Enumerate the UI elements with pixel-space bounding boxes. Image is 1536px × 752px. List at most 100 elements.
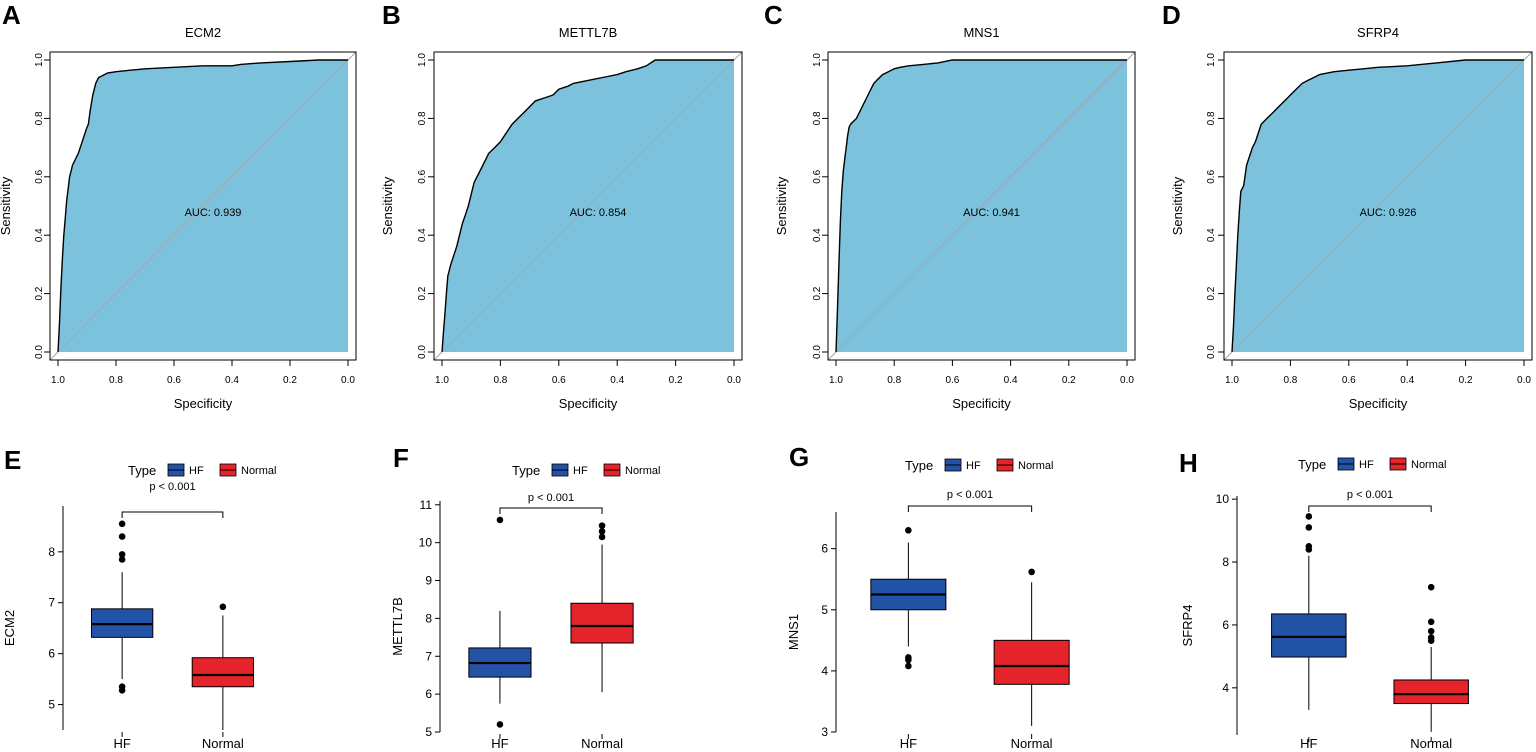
- panel-letter: A: [2, 0, 21, 30]
- y-tick-label: 0.8: [417, 111, 428, 125]
- y-axis-label: Sensitivity: [1170, 176, 1185, 235]
- p-value-label: p < 0.001: [149, 481, 195, 493]
- outlier-point: [1028, 568, 1035, 576]
- outlier-point: [1427, 627, 1435, 635]
- bracket-line: [907, 505, 1033, 512]
- panel-letter: F: [393, 443, 409, 473]
- outlier-point: [118, 533, 126, 540]
- legend: Type HF Normal: [512, 463, 660, 478]
- y-tick-label: 5: [821, 603, 828, 617]
- y-tick-label: 1.0: [34, 53, 45, 67]
- panel-letter: H: [1179, 448, 1198, 478]
- p-value-label: p < 0.001: [528, 492, 574, 504]
- box-panel-h: H Type HF Normal 4 6 8 10 SFRP4 HF Normal p < 0.001: [1179, 448, 1469, 751]
- outlier-point: [1305, 524, 1313, 531]
- y-tick-label: 0.0: [1206, 345, 1217, 359]
- auc-label: AUC: 0.939: [185, 207, 242, 219]
- x-tick-label: 0.4: [1400, 375, 1414, 386]
- plot-frame: [1223, 51, 1533, 361]
- x-tick-label: 0.4: [225, 375, 239, 386]
- panel-letter: C: [764, 0, 783, 30]
- roc-curve: [835, 59, 1127, 353]
- x-tick-label: 0.0: [727, 375, 741, 386]
- y-tick-label: 9: [425, 574, 432, 588]
- p-value-label: p < 0.001: [1347, 489, 1393, 501]
- legend-item-normal[interactable]: Normal: [219, 463, 276, 477]
- legend-label: Normal: [625, 465, 660, 477]
- reference-diagonal: [1223, 51, 1533, 361]
- outlier-point: [219, 603, 227, 611]
- y-tick-label: 0.2: [34, 286, 45, 300]
- box-iqr: [1393, 679, 1469, 705]
- roc-panel-c: C MNS1 AUC: 0.941 0.0 0.2 0.4 0.6 0.8 1.0 1.0 0.8 0…: [764, 0, 1136, 411]
- x-axis-label: Specificity: [952, 396, 1011, 411]
- legend-title: Type: [128, 463, 156, 478]
- x-axis-label: Specificity: [559, 396, 618, 411]
- x-tick-label: Normal: [1011, 736, 1053, 751]
- x-tick-label: 1.0: [829, 375, 843, 386]
- x-tick-label: Normal: [581, 736, 623, 751]
- y-axis-label: Sensitivity: [380, 176, 395, 235]
- x-tick-label: 1.0: [51, 375, 65, 386]
- y-tick-label: 1.0: [417, 53, 428, 67]
- x-tick-label: 0.2: [283, 375, 297, 386]
- legend-label: HF: [966, 460, 981, 472]
- panel-letter: G: [789, 442, 809, 472]
- chart-title: SFRP4: [1357, 25, 1399, 40]
- y-tick-label: 7: [48, 596, 55, 610]
- x-tick-label: 0.4: [610, 375, 624, 386]
- reference-diagonal: [433, 51, 743, 361]
- y-tick-label: 6: [425, 687, 432, 701]
- y-tick-label: 4: [821, 664, 828, 678]
- y-axis-label: Sensitivity: [0, 176, 13, 235]
- panel-letter: B: [382, 0, 401, 30]
- y-tick-label: 10: [1216, 492, 1230, 506]
- outlier-point: [905, 662, 912, 670]
- outlier-point: [1427, 634, 1435, 641]
- x-axis-label: Specificity: [1349, 396, 1408, 411]
- panel-letter: E: [4, 445, 21, 475]
- bracket-line: [1308, 505, 1432, 512]
- legend-label: Normal: [1018, 460, 1053, 472]
- x-tick-label: 0.0: [1120, 375, 1134, 386]
- outlier-point: [496, 721, 504, 728]
- y-tick-label: 0.2: [812, 286, 823, 300]
- y-tick-label: 0.8: [1206, 111, 1217, 125]
- outlier-point: [1427, 618, 1435, 626]
- y-tick-label: 0.6: [812, 169, 823, 183]
- outlier-point: [118, 520, 126, 528]
- y-tick-label: 6: [1222, 618, 1229, 632]
- legend-item-hf[interactable]: HF: [551, 463, 588, 477]
- box-panel-g: G Type HF Normal 3 4 5 6 MNS1 HF Normal p < 0.001: [786, 442, 1070, 751]
- box-normal: [570, 522, 634, 693]
- legend-item-normal[interactable]: Normal: [603, 463, 660, 477]
- outlier-point: [905, 527, 912, 534]
- legend-label: HF: [573, 465, 588, 477]
- plot-frame: [827, 51, 1136, 361]
- legend-item-hf[interactable]: HF: [944, 458, 981, 472]
- plot-frame: [49, 51, 357, 361]
- legend-item-hf[interactable]: HF: [167, 463, 204, 477]
- legend-title: Type: [1298, 457, 1326, 472]
- outlier-point: [118, 556, 126, 563]
- y-tick-label: 0.4: [417, 228, 428, 242]
- legend-item-normal[interactable]: Normal: [996, 458, 1053, 472]
- y-tick-label: 1.0: [1206, 53, 1217, 67]
- chart-title: ECM2: [185, 25, 221, 40]
- box-iqr: [191, 657, 255, 688]
- box-iqr: [993, 639, 1070, 685]
- x-tick-label: 0.4: [1004, 375, 1018, 386]
- legend-item-normal[interactable]: Normal: [1389, 457, 1446, 471]
- roc-panel-b: B METTL7B AUC: 0.854 0.0 0.2 0.4 0.6 0.8 1.0 1.0 0…: [380, 0, 743, 411]
- y-tick-label: 0.0: [812, 345, 823, 359]
- box-normal: [191, 603, 255, 730]
- roc-panel-d: D SFRP4 AUC: 0.926 0.0 0.2 0.4 0.6 0.8 1.0 1.0 0.8…: [1162, 0, 1533, 411]
- legend-title: Type: [905, 458, 933, 473]
- legend-item-hf[interactable]: HF: [1337, 457, 1374, 471]
- box-panel-f: F Type HF Normal 5 6 7 8 9 10 11 METTL7B HF Normal p <…: [390, 443, 660, 751]
- x-tick-label: 0.6: [167, 375, 181, 386]
- outlier-point: [1305, 513, 1313, 520]
- outlier-point: [1305, 543, 1313, 550]
- x-tick-label: 1.0: [435, 375, 449, 386]
- x-tick-label: Normal: [1410, 736, 1452, 751]
